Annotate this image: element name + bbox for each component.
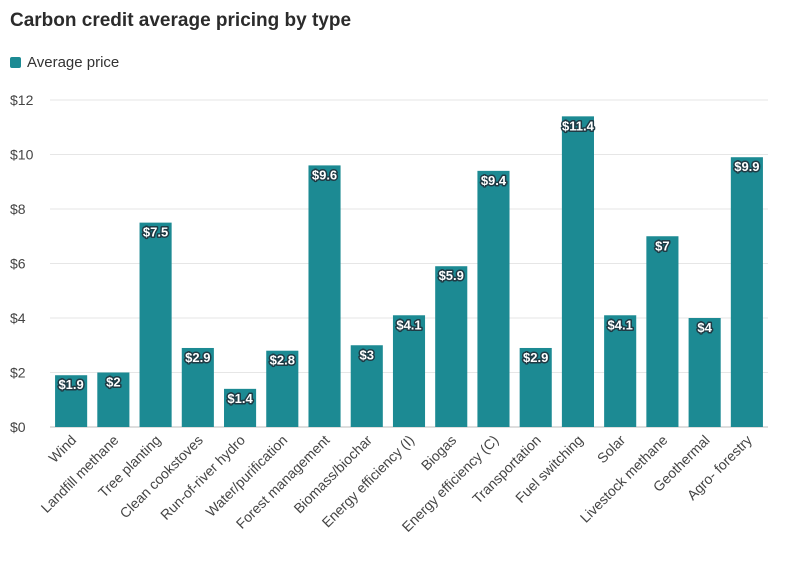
y-tick-label: $10: [10, 147, 34, 163]
legend-label: Average price: [27, 54, 120, 71]
y-tick-label: $6: [10, 256, 26, 272]
bar: [350, 345, 383, 427]
bar: [519, 347, 552, 427]
data-label: $2.9: [523, 350, 548, 365]
legend-swatch: [10, 57, 21, 68]
data-label: $9.6: [312, 167, 337, 182]
data-label: $1.9: [58, 377, 83, 392]
data-label: $2.9: [185, 350, 210, 365]
bar: [266, 350, 299, 427]
bar: [224, 388, 257, 427]
y-tick-label: $12: [10, 92, 34, 108]
data-label: $4.1: [608, 317, 633, 332]
data-label: $7: [655, 238, 669, 253]
bar: [55, 375, 88, 427]
bar: [139, 222, 172, 427]
data-label: $9.9: [734, 159, 759, 174]
chart-title: Carbon credit average pricing by type: [10, 10, 352, 31]
data-label: $2.8: [270, 353, 295, 368]
data-label: $5.9: [439, 268, 464, 283]
bar: [688, 318, 721, 427]
x-tick-label: Solar: [594, 432, 629, 467]
x-tick-label: Landfill methane: [38, 432, 122, 516]
legend[interactable]: Average price: [10, 54, 119, 71]
data-label: $7.5: [143, 225, 168, 240]
data-label: $3: [360, 347, 374, 362]
y-tick-label: $2: [10, 365, 26, 381]
y-tick-label: $4: [10, 310, 26, 326]
bar: [604, 315, 637, 427]
bar: [97, 372, 130, 427]
data-label: $1.4: [227, 391, 253, 406]
data-label: $4.1: [396, 317, 421, 332]
data-label: $2: [106, 375, 120, 390]
x-tick-label: Wind: [45, 432, 79, 466]
data-label: $9.4: [481, 173, 507, 188]
bar: [646, 236, 679, 427]
y-tick-label: $0: [10, 419, 26, 435]
y-tick-label: $8: [10, 201, 26, 217]
bar: [730, 157, 763, 427]
bar: [561, 116, 594, 427]
bar: [392, 315, 426, 427]
data-label: $11.4: [562, 118, 595, 133]
bar: [181, 347, 214, 427]
data-label: $4: [697, 320, 712, 335]
bar: [435, 266, 468, 427]
bar: [477, 170, 510, 427]
x-tick-label: Biogas: [418, 432, 460, 474]
bar: [308, 165, 341, 427]
